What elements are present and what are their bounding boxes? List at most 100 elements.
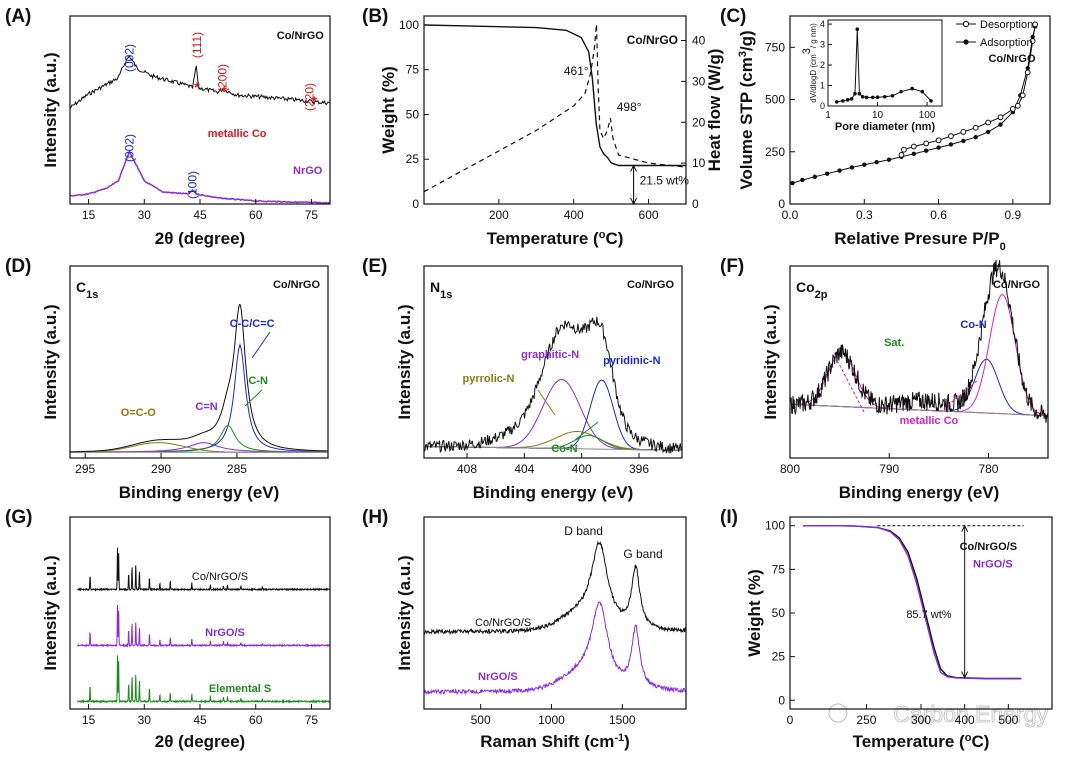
label-arrow bbox=[574, 421, 599, 441]
panel-title: N1s bbox=[430, 279, 452, 301]
desorption-point bbox=[960, 129, 967, 135]
desorption-point bbox=[1032, 21, 1039, 28]
series-nrgo bbox=[69, 150, 331, 205]
desorption-point bbox=[1024, 69, 1031, 76]
panel-letter: (B) bbox=[362, 6, 388, 27]
inset-point bbox=[860, 94, 865, 99]
axis-title-part: C bbox=[76, 279, 86, 295]
series-label: NrGO/S bbox=[973, 559, 1013, 571]
axis-title-part: Intensity (a.u.) bbox=[41, 52, 60, 167]
baseline bbox=[789, 403, 1047, 417]
desorption-point bbox=[985, 119, 991, 126]
heat-flow-curve bbox=[423, 24, 687, 193]
sample-label: Co/NrGO bbox=[993, 279, 1041, 291]
series-co-nrgo-s bbox=[77, 547, 331, 592]
x-tick-label: 0.0 bbox=[782, 208, 799, 222]
sample-label: Co/NrGO bbox=[627, 279, 675, 291]
x-tick-label: 30 bbox=[138, 713, 152, 727]
x-tick-label: 250 bbox=[856, 713, 876, 727]
adsorption-point bbox=[824, 171, 830, 176]
band-label: D band bbox=[564, 524, 603, 538]
y-tick-label: 0 bbox=[778, 693, 785, 707]
panel-d: C1s Co/NrGO C-C/C=C C-N C=N O=C-O 295 290 285 bbox=[69, 279, 328, 476]
series-co-nrgo-s bbox=[423, 540, 687, 636]
label-arrow bbox=[537, 389, 556, 416]
x-tick-label: 400 bbox=[572, 462, 592, 476]
desorption-point bbox=[1019, 92, 1026, 99]
x-axis-title: 2θ (degree) bbox=[155, 732, 245, 751]
x-tick-label: 15 bbox=[82, 208, 96, 222]
series-label: Co/NrGO/S bbox=[960, 541, 1017, 553]
component-label: O=C-O bbox=[121, 407, 157, 419]
series-label: Co/NrGO/S bbox=[192, 571, 248, 583]
panel-a: * * * (002) (111) (200) (220) metallic Co (002) (… bbox=[69, 30, 331, 222]
panel-h-frame bbox=[423, 516, 687, 710]
label-arrow bbox=[939, 379, 979, 413]
weight-curve bbox=[423, 24, 686, 167]
x-tick-label: 45 bbox=[193, 713, 207, 727]
desorption-point bbox=[1029, 38, 1036, 44]
desorption-point bbox=[948, 133, 954, 140]
x-tick-label: 600 bbox=[639, 208, 659, 222]
x-axis-title: Binding energy (eV) bbox=[839, 483, 1000, 502]
adsorption-point bbox=[961, 138, 966, 144]
axis-title-part: Intensity (a.u.) bbox=[395, 555, 414, 670]
y-tick-label: 25 bbox=[406, 152, 420, 166]
loss-annotation: 85.7 wt% bbox=[906, 609, 951, 621]
x-tick-label: 60 bbox=[249, 713, 263, 727]
x-tick-label: 404 bbox=[514, 462, 534, 476]
inset-point bbox=[841, 99, 845, 103]
panel-c-frame bbox=[789, 15, 1051, 205]
inset-point bbox=[899, 89, 903, 94]
panel-letter: (H) bbox=[362, 507, 388, 528]
axis-title-part: Intensity (a.u.) bbox=[761, 304, 780, 419]
component-label: Co-N bbox=[551, 443, 577, 455]
x-axis-title: Temperature (oC) bbox=[487, 229, 624, 248]
inset-point bbox=[857, 91, 862, 96]
inset-point bbox=[890, 93, 895, 98]
peak-label: (200) bbox=[215, 64, 229, 92]
series-nrgo-s bbox=[76, 604, 331, 648]
axis-title-part: Co bbox=[796, 279, 815, 295]
x-tick-label: 75 bbox=[305, 208, 319, 222]
desorption-point bbox=[935, 137, 942, 144]
peak-marker: * bbox=[194, 79, 200, 95]
inset-y-tick-label: 2 bbox=[820, 60, 825, 70]
series-elemental-s bbox=[77, 655, 330, 704]
panel-f: Co2p Co/NrGO Co-N Sat. metallic Co 800 790 780 bbox=[780, 259, 1049, 476]
y-axis-title: Intensity (a.u.) bbox=[41, 52, 60, 167]
legend-label: Adsorption bbox=[980, 37, 1033, 49]
x-tick-label: 0.3 bbox=[856, 208, 873, 222]
panel-frame bbox=[423, 265, 683, 459]
x-tick-label: 290 bbox=[151, 462, 171, 476]
component-label: Co-N bbox=[960, 319, 986, 331]
adsorption-point bbox=[800, 177, 805, 183]
inset-point bbox=[875, 95, 880, 99]
adsorption-point bbox=[911, 151, 917, 157]
inset-point bbox=[910, 86, 914, 91]
x-tick-label: 500 bbox=[998, 713, 1018, 727]
desorption-point bbox=[1009, 106, 1016, 112]
y-tick-label: 0 bbox=[778, 197, 785, 211]
band-label: G band bbox=[623, 547, 662, 561]
axis-title-part: Raman Shift (cm bbox=[480, 732, 614, 751]
axis-title-part: o bbox=[599, 229, 606, 241]
x-axis-title: Binding energy (eV) bbox=[473, 483, 634, 502]
inset-y-tick-label: 1 bbox=[820, 81, 825, 91]
x-tick-label: 15 bbox=[82, 713, 96, 727]
axis-title-part: Weight (%) bbox=[379, 66, 398, 154]
spectrum-envelope bbox=[423, 316, 682, 454]
inset-frame bbox=[827, 19, 943, 107]
inset-point bbox=[882, 94, 887, 99]
x-tick-label: 0.6 bbox=[930, 208, 947, 222]
panel-g-frame bbox=[69, 516, 331, 710]
adsorption-point bbox=[874, 160, 879, 165]
axis-title-part: Temperature ( bbox=[853, 732, 965, 751]
axis-title-part: N bbox=[430, 279, 440, 295]
y-axis-title: Intensity (a.u.) bbox=[41, 304, 60, 419]
inset-y-tick-label: 0 bbox=[820, 101, 825, 111]
y2-tick-label: 20 bbox=[692, 115, 706, 129]
adsorption-point bbox=[862, 162, 867, 167]
